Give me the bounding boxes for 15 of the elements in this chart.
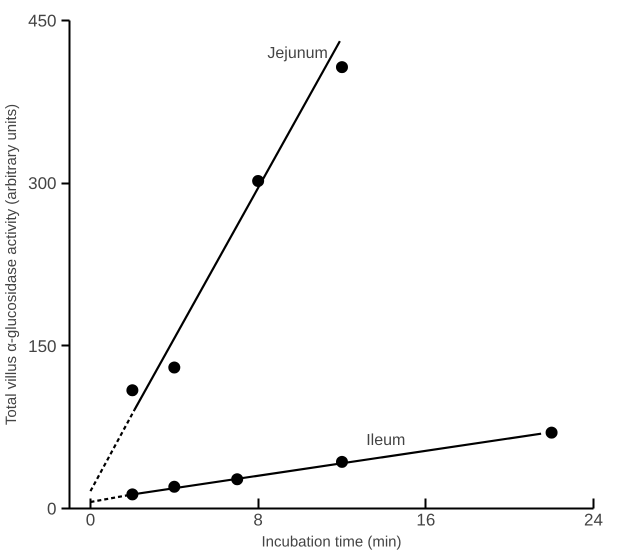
x-tick-label: 0 (86, 510, 96, 530)
y-axis-title: Total villus α-glucosidase activity (arbitrary units) (3, 104, 20, 426)
point (546, 426, 558, 439)
series-label: Ileum (366, 432, 406, 449)
series-label: Jejunum (267, 45, 328, 62)
x-axis-title: Incubation time (min) (261, 534, 402, 550)
point (336, 61, 348, 74)
point (168, 362, 180, 374)
x-tick-label: 8 (253, 510, 263, 530)
x-tick-label: 24 (584, 510, 603, 530)
y-tick-label: 300 (28, 174, 57, 194)
y-tick-label: 450 (28, 12, 57, 30)
y-tick-label: 150 (28, 336, 57, 356)
point (126, 384, 138, 396)
x-tick-label: 16 (416, 510, 436, 530)
